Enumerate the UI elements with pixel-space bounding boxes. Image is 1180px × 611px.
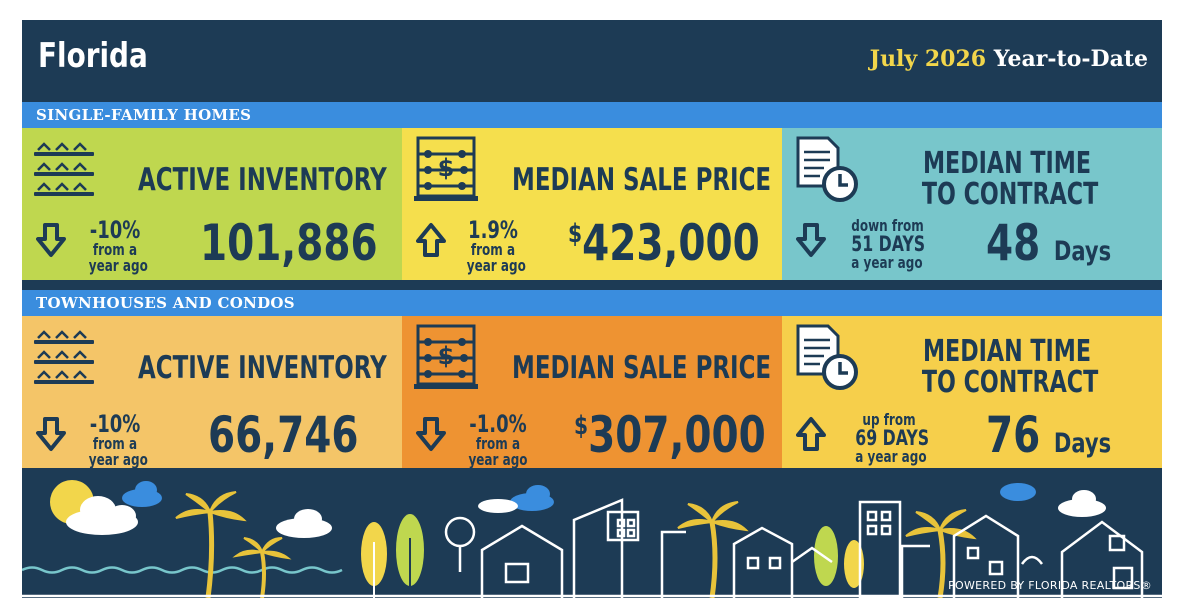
powered-by-label: POWERED BY FLORIDA REALTORS® xyxy=(948,579,1152,592)
change-sub: from a xyxy=(475,434,521,453)
houses-icon xyxy=(34,330,94,384)
change-text: -10% from a year ago xyxy=(80,412,150,468)
arrow-down-icon xyxy=(36,223,66,257)
change-sub: from a xyxy=(92,434,138,453)
change-sub: year ago xyxy=(468,450,528,468)
svg-text:$: $ xyxy=(438,342,455,370)
header: Florida July 2026 Year-to-Date xyxy=(22,20,1162,102)
section-band-single-family: SINGLE-FAMILY HOMES xyxy=(22,102,1162,128)
metric-value: $423,000 xyxy=(568,216,760,270)
tree-icon xyxy=(361,514,864,598)
change-percent: -10% xyxy=(89,216,141,244)
cloud-icon xyxy=(1000,483,1106,517)
document-clock-icon xyxy=(796,324,858,390)
change-text: down from 51 DAYS a year ago xyxy=(840,218,930,271)
change-sub: year ago xyxy=(88,450,148,468)
arrow-up-icon xyxy=(416,223,446,257)
houses-icon xyxy=(34,142,94,196)
change-text: -1.0% from a year ago xyxy=(458,412,538,468)
change-text: up from 69 DAYS a year ago xyxy=(844,412,934,465)
change-percent: -1.0% xyxy=(469,410,527,438)
cloud-icon xyxy=(276,509,332,538)
change-sub: a year ago xyxy=(851,253,923,272)
tile-median-price-sf: $ MEDIAN SALE PRICE 1.9% from a year ago… xyxy=(402,128,782,280)
tile-heading: MEDIAN SALE PRICE xyxy=(512,350,772,386)
florida-scene-illustration xyxy=(22,480,1162,598)
section-label: SINGLE-FAMILY HOMES xyxy=(36,106,252,124)
cloud-icon xyxy=(122,481,162,507)
change-sub: a year ago xyxy=(855,447,927,466)
palm-tree-icon xyxy=(905,509,977,598)
svg-text:$: $ xyxy=(438,154,455,182)
currency-symbol: $ xyxy=(568,219,583,249)
days-unit: Days xyxy=(1053,428,1112,459)
period-month: July 2026 xyxy=(869,46,987,72)
tile-time-to-contract-condo: MEDIAN TIME TO CONTRACT up from 69 DAYS … xyxy=(782,316,1162,468)
heading-line: MEDIAN TIME xyxy=(922,146,1092,181)
currency-symbol: $ xyxy=(574,411,589,441)
abacus-icon: $ xyxy=(414,136,478,201)
change-sub: year ago xyxy=(88,256,148,275)
metric-value: 76 Days xyxy=(986,408,1111,468)
arrow-down-icon xyxy=(36,417,66,451)
section-band-townhouses: TOWNHOUSES AND CONDOS xyxy=(22,290,1162,316)
days-value: 48 xyxy=(986,214,1041,272)
change-sub: up from xyxy=(862,410,916,429)
arrow-up-icon xyxy=(796,417,826,451)
tile-heading: MEDIAN TIME TO CONTRACT xyxy=(921,334,1099,400)
tile-active-inventory-condo: ACTIVE INVENTORY -10% from a year ago 66… xyxy=(22,316,402,468)
palm-tree-icon xyxy=(232,537,292,598)
palm-tree-icon xyxy=(175,491,247,598)
metric-value: 48 Days xyxy=(986,216,1111,279)
document-clock-icon xyxy=(796,136,858,202)
tile-median-price-condo: $ MEDIAN SALE PRICE -1.0% from a year ag… xyxy=(402,316,782,468)
section-label: TOWNHOUSES AND CONDOS xyxy=(36,294,295,312)
metric-value: 101,886 xyxy=(200,214,378,272)
change-sub: from a xyxy=(470,240,516,259)
city-skyline xyxy=(22,498,1162,598)
change-days: 51 DAYS xyxy=(851,232,926,256)
change-sub: year ago xyxy=(466,256,526,275)
price-value: 307,000 xyxy=(588,406,766,464)
abacus-icon: $ xyxy=(414,324,478,389)
metric-value: $307,000 xyxy=(574,408,766,462)
days-unit: Days xyxy=(1053,236,1112,267)
tile-active-inventory-sf: ACTIVE INVENTORY -10% from a year ago 10… xyxy=(22,128,402,280)
period-text: Year-to-Date xyxy=(993,46,1148,72)
change-sub: from a xyxy=(92,240,138,259)
price-value: 423,000 xyxy=(582,214,760,272)
tile-heading: MEDIAN TIME TO CONTRACT xyxy=(921,146,1099,212)
page-title: Florida xyxy=(38,36,148,76)
tile-heading: MEDIAN SALE PRICE xyxy=(512,162,772,198)
arrow-down-icon xyxy=(796,223,826,257)
tile-heading: ACTIVE INVENTORY xyxy=(138,350,387,386)
heading-line: TO CONTRACT xyxy=(921,177,1099,212)
heading-line: MEDIAN TIME xyxy=(922,334,1092,369)
metric-value: 66,746 xyxy=(208,406,359,464)
change-text: -10% from a year ago xyxy=(80,218,150,274)
heading-line: TO CONTRACT xyxy=(921,365,1099,400)
tile-time-to-contract-sf: MEDIAN TIME TO CONTRACT down from 51 DAY… xyxy=(782,128,1162,280)
period-label: July 2026 Year-to-Date xyxy=(870,46,1148,72)
palm-tree-icon xyxy=(677,501,749,598)
change-text: 1.9% from a year ago xyxy=(458,218,528,274)
arrow-down-icon xyxy=(416,417,446,451)
cloud-icon xyxy=(478,485,554,513)
waves xyxy=(22,566,343,574)
change-percent: -10% xyxy=(89,410,141,438)
cloud-icon xyxy=(66,496,138,535)
tile-heading: ACTIVE INVENTORY xyxy=(138,162,387,198)
change-sub: down from xyxy=(851,216,924,235)
change-percent: 1.9% xyxy=(468,216,518,244)
infographic: Florida July 2026 Year-to-Date SINGLE-FA… xyxy=(22,20,1162,598)
days-value: 76 xyxy=(986,406,1041,464)
change-days: 69 DAYS xyxy=(855,426,930,450)
